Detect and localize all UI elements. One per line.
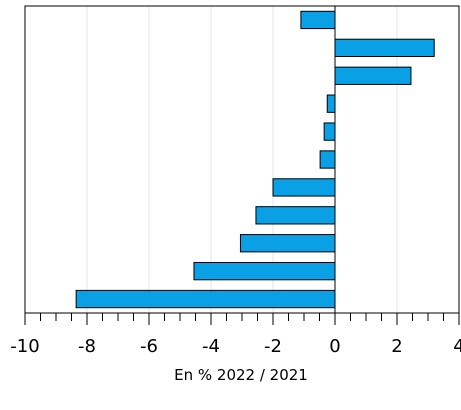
- grid-lines: [86, 6, 398, 313]
- x-tick-label: -10: [10, 336, 39, 357]
- bars: [75, 10, 435, 309]
- x-tick-label: 2: [391, 336, 402, 357]
- bar: [334, 38, 435, 58]
- bar: [326, 94, 336, 113]
- bar: [239, 234, 336, 253]
- bar: [319, 150, 336, 169]
- bar: [334, 66, 412, 85]
- bar: [255, 206, 336, 225]
- bar: [75, 289, 336, 309]
- x-axis-ticks: [24, 313, 460, 325]
- x-tick-label: -4: [202, 336, 220, 357]
- x-tick-label: 0: [329, 336, 340, 357]
- bar: [193, 261, 336, 281]
- x-axis-label: En % 2022 / 2021: [174, 366, 308, 384]
- x-tick-label: -8: [78, 336, 96, 357]
- x-axis-tick-labels: -10 -8 -6 -4 -2 0 2 4: [10, 336, 461, 357]
- bar: [300, 10, 336, 30]
- bar: [323, 122, 336, 141]
- x-tick-label: -6: [140, 336, 158, 357]
- x-tick-label: 4: [453, 336, 461, 357]
- bar: [272, 178, 336, 197]
- x-tick-label: -2: [264, 336, 282, 357]
